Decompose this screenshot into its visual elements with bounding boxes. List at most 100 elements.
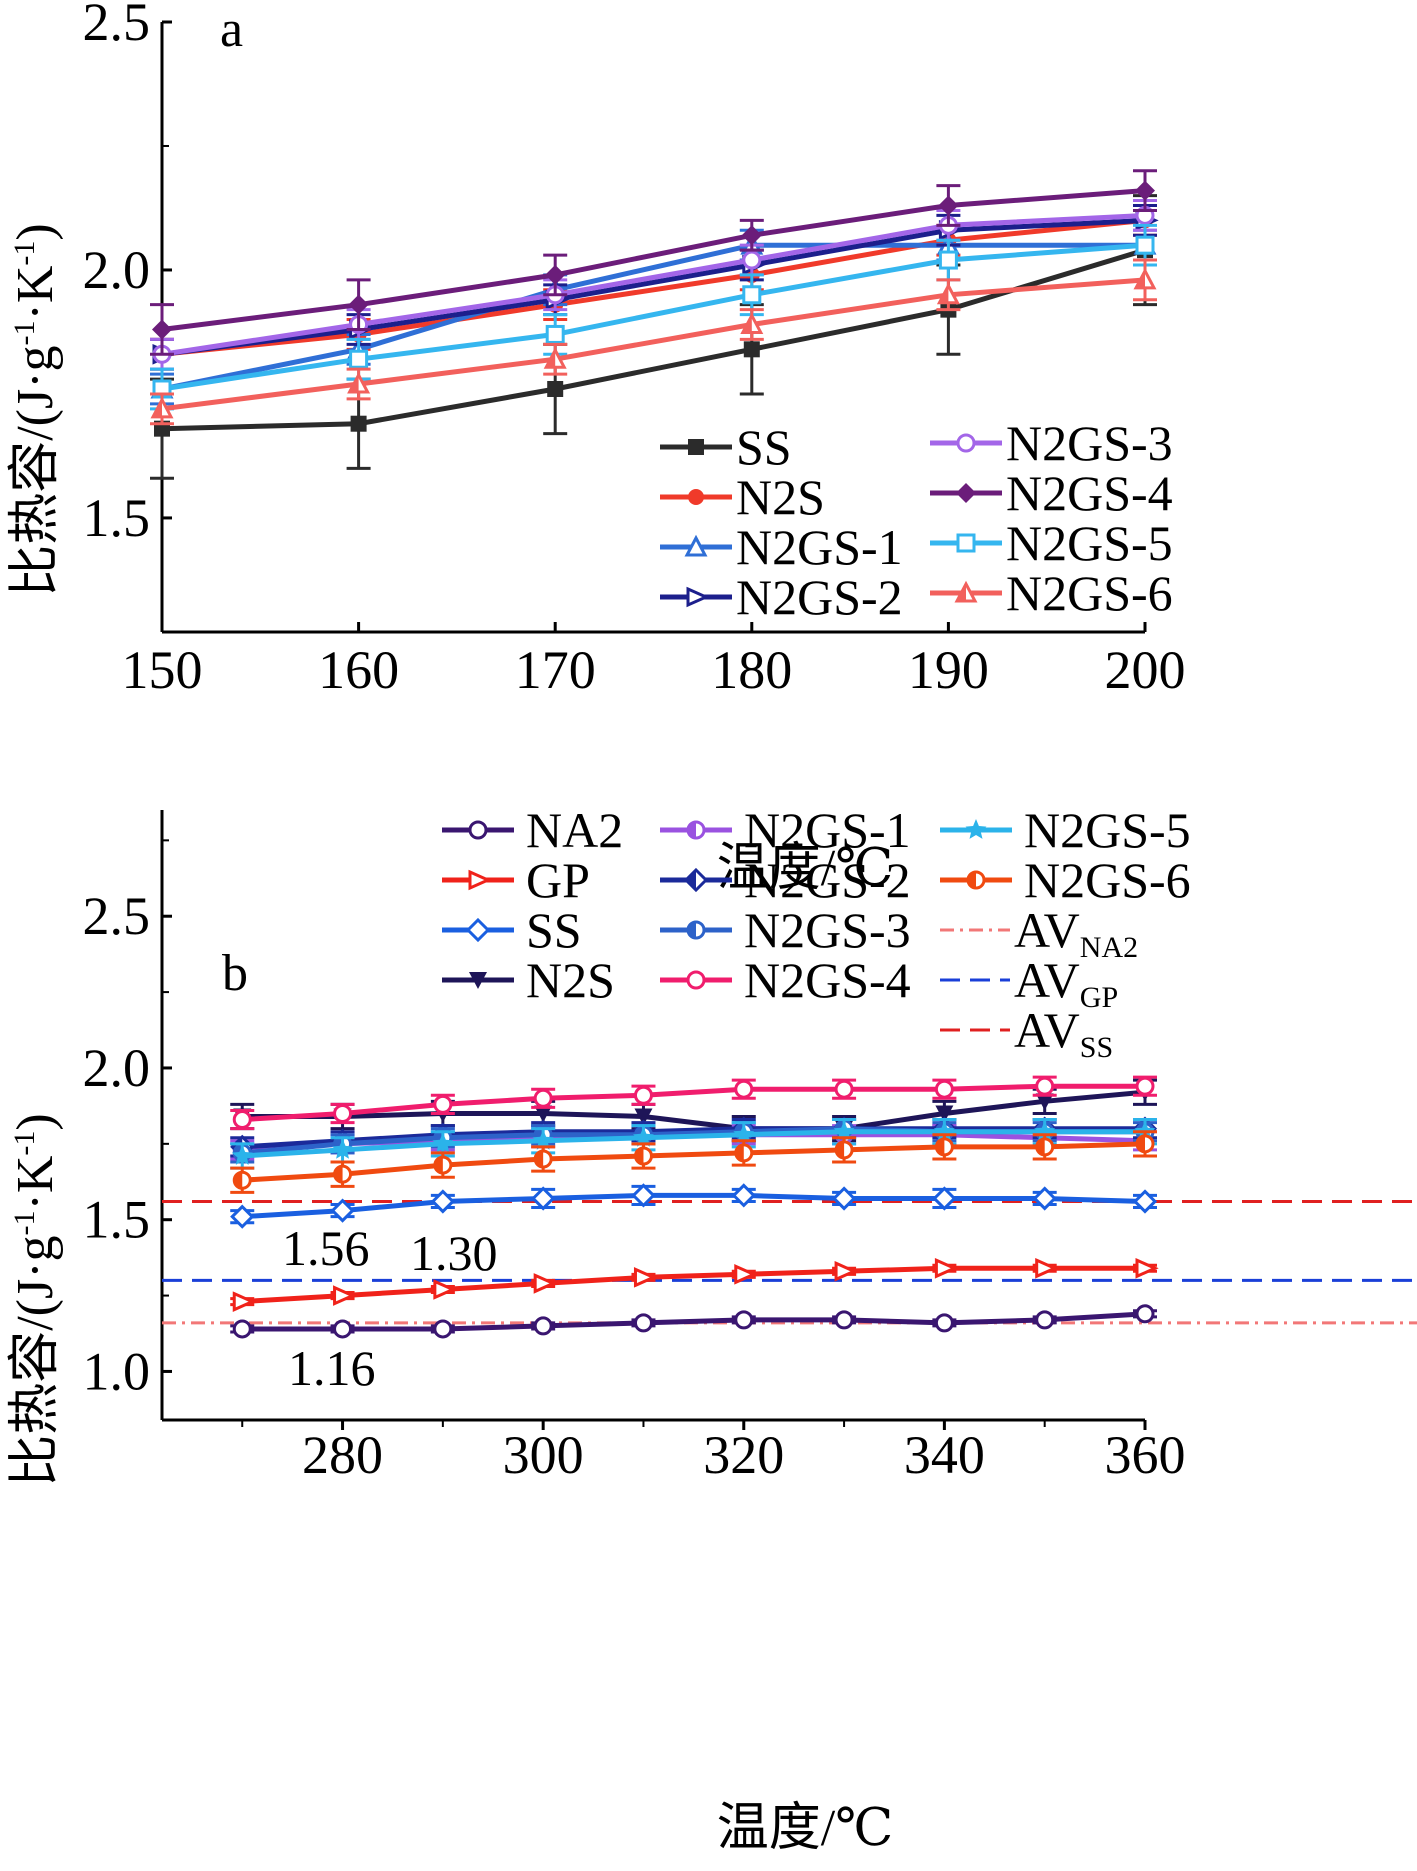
data-point <box>934 1257 959 1279</box>
data-point <box>938 195 959 216</box>
y-tick-label: 2.0 <box>83 1038 151 1098</box>
data-point <box>348 294 369 315</box>
data-point <box>741 225 762 246</box>
data-point <box>1035 1076 1055 1096</box>
data-point <box>834 1310 854 1330</box>
x-tick-label: 180 <box>711 640 792 700</box>
data-point <box>1135 1257 1159 1279</box>
data-point <box>533 1149 553 1169</box>
legend-item-ss: SS <box>660 419 792 475</box>
series-line <box>242 1129 1145 1159</box>
legend-item-n2gs-6: N2GS-6 <box>940 852 1191 908</box>
legend-item-na2: NA2 <box>442 802 623 858</box>
legend-label-main: AV <box>1014 1002 1080 1058</box>
legend-label: N2GS-1 <box>744 802 911 858</box>
data-point <box>834 1079 854 1099</box>
legend-swatch-marker <box>686 970 706 990</box>
data-point <box>430 1189 455 1214</box>
legend-swatch-marker <box>686 586 710 608</box>
series-line <box>242 1126 1145 1150</box>
legend-item-n2gs-6: N2GS-6 <box>930 565 1173 621</box>
data-point <box>1035 1093 1054 1111</box>
legend-item-n2gs-2: N2GS-2 <box>660 852 911 908</box>
data-point <box>231 1145 253 1165</box>
data-point <box>743 341 760 358</box>
y-tick-label: 1.5 <box>83 488 151 548</box>
legend-swatch-marker <box>686 920 706 940</box>
data-point <box>834 1260 858 1282</box>
series-n2s <box>150 203 1157 371</box>
y-tick-label: 1.5 <box>83 1190 151 1250</box>
data-point <box>734 1310 754 1330</box>
x-tick-label: 280 <box>302 1425 383 1485</box>
data-point <box>333 1103 353 1123</box>
series-n2gs-6 <box>150 258 1157 426</box>
x-tick-label: 190 <box>908 640 989 700</box>
legend-item-n2gs-4: N2GS-4 <box>930 465 1173 521</box>
legend-item-n2gs-3: N2GS-3 <box>660 902 911 958</box>
x-tick-label: 160 <box>318 640 399 700</box>
series-line <box>161 277 1146 412</box>
data-point <box>150 396 174 419</box>
data-point <box>547 380 564 397</box>
data-point <box>734 1143 754 1163</box>
legend-label: N2GS-3 <box>1006 415 1173 471</box>
legend-swatch-marker <box>469 972 487 989</box>
legend-item-av-ss: AVSS <box>940 1002 1113 1064</box>
legend-label: AVNA2 <box>1014 902 1138 964</box>
data-point <box>936 282 960 305</box>
data-point <box>433 1094 453 1114</box>
legend-label: SS <box>526 902 582 958</box>
legend-item-ss: SS <box>442 902 582 958</box>
panel-a-y-axis-title: 比热容/(J·g-1·K-1) <box>7 223 64 597</box>
series-n2gs-5 <box>150 223 1157 411</box>
legend-label: NA2 <box>526 802 623 858</box>
data-point <box>935 1105 954 1123</box>
legend-swatch-marker <box>686 820 706 840</box>
data-point <box>633 1267 658 1288</box>
data-point <box>934 1313 954 1333</box>
legend-label: N2S <box>526 952 615 1008</box>
x-tick-label: 340 <box>904 1425 985 1485</box>
legend-swatch-marker <box>954 580 978 603</box>
data-point <box>1135 235 1155 255</box>
legend-item-n2s: N2S <box>442 952 615 1008</box>
data-point <box>232 1291 256 1312</box>
series-line <box>161 212 1146 357</box>
legend-swatch-marker <box>966 870 986 890</box>
panel-a: a 温度/℃ 比热容/(J·g-1·K-1) 1.5 2.0 2.5 150 160 17… <box>7 0 1186 897</box>
series-line <box>161 242 1146 392</box>
legend-label: N2GS-6 <box>1024 852 1191 908</box>
data-point <box>1035 1310 1055 1330</box>
panel-b: b 温度/℃ 比热容/(J·g-1·K-1) 1.0 1.5 2.0 2.5 280 30… <box>7 802 1417 1857</box>
data-point <box>433 1319 453 1339</box>
panel-b-y-axis-title: 比热容/(J·g-1·K-1) <box>7 1113 64 1487</box>
data-point <box>232 1110 252 1130</box>
series-line <box>161 217 1146 357</box>
legend-label: AVSS <box>1014 1002 1113 1064</box>
legend-label: N2GS-2 <box>744 852 911 908</box>
legend-label: AVGP <box>1014 952 1118 1014</box>
data-point <box>332 1138 353 1159</box>
data-point <box>834 1140 854 1160</box>
legend-label: N2GS-6 <box>1006 565 1173 621</box>
series-line <box>242 1141 1146 1183</box>
legend-swatch-marker <box>956 483 976 503</box>
legend-label: N2GS-4 <box>744 952 911 1008</box>
data-point <box>742 250 762 270</box>
data-point <box>932 1186 957 1211</box>
legend-item-gp: GP <box>442 852 590 908</box>
panel-b-legend: NA2GPSSN2SN2GS-1N2GS-2N2GS-3N2GS-4N2GS-5… <box>442 802 1191 1064</box>
data-point <box>333 1319 353 1339</box>
legend-label: N2S <box>736 469 825 525</box>
data-point <box>543 347 567 369</box>
data-point <box>534 1105 553 1123</box>
legend-label-main: AV <box>1014 902 1080 958</box>
x-tick-label: 150 <box>122 640 203 700</box>
reference-label-na2: 1.16 <box>288 1340 376 1396</box>
data-point <box>633 1126 654 1147</box>
legend-item-n2gs-4: N2GS-4 <box>660 952 911 1008</box>
data-point <box>232 1170 252 1190</box>
